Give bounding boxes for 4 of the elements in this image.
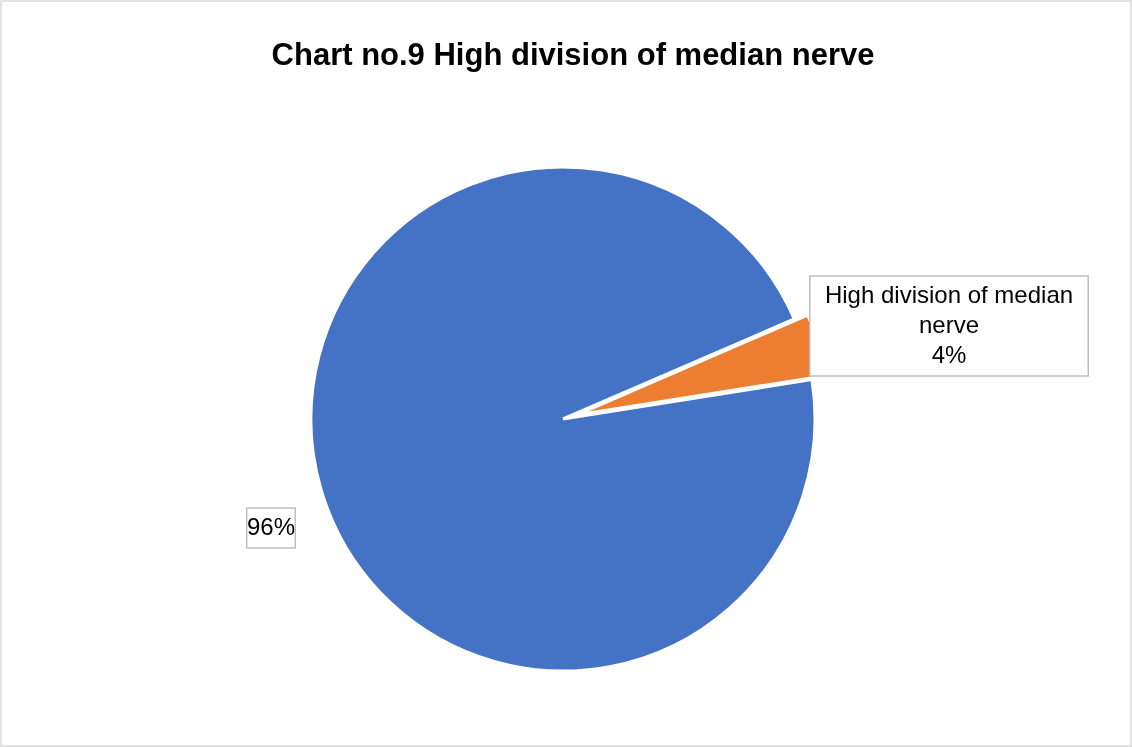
chart-title: Chart no.9 High division of median nerve	[271, 37, 875, 72]
data-label: 4%	[931, 341, 967, 368]
data-label: 96%	[246, 513, 296, 540]
slice-label: High division of median nerve	[824, 281, 1074, 338]
